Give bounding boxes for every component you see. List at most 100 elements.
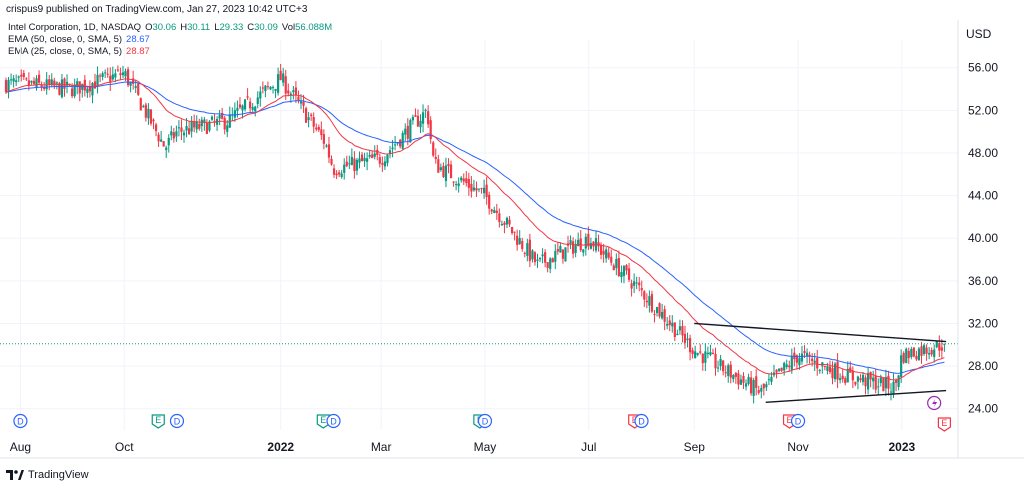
y-tick-label: 32.00 <box>968 316 998 330</box>
candle-body <box>808 354 811 357</box>
candle-body <box>760 387 763 392</box>
candle-body <box>508 219 511 225</box>
candle-body <box>419 120 422 128</box>
candle-body <box>569 240 572 244</box>
earnings-marker-icon[interactable] <box>151 414 165 429</box>
candle-body <box>299 101 303 104</box>
earnings-marker-icon[interactable] <box>316 414 330 429</box>
candle-body <box>233 110 236 118</box>
symbol-label[interactable]: Intel Corporation, 1D, NASDAQ <box>8 22 142 33</box>
candle-body <box>861 374 865 382</box>
candle-body <box>826 366 829 371</box>
candle-body <box>371 154 374 159</box>
candle-body <box>602 250 605 255</box>
candle-body <box>587 233 590 247</box>
candle-body <box>315 127 318 130</box>
candle-body <box>302 101 305 106</box>
candle-body <box>50 79 53 86</box>
candle-body <box>251 107 254 110</box>
candle-body <box>485 184 488 197</box>
dividend-marker-icon[interactable] <box>169 413 185 429</box>
candle-body <box>388 150 392 154</box>
candle-body <box>160 139 163 142</box>
trendlines <box>694 322 947 403</box>
grid-lines <box>0 40 958 430</box>
candle-body <box>353 158 356 172</box>
candle-body <box>249 101 252 109</box>
time-axis: Aug Oct 2022 Mar May Jul Sep Nov 2023 <box>10 440 916 454</box>
candle-body <box>437 159 440 173</box>
dividend-marker-icon[interactable] <box>634 413 649 429</box>
candle-body <box>513 231 516 233</box>
candle-body <box>330 158 333 165</box>
candle-body <box>241 105 244 111</box>
dividend-marker-glyph: D <box>174 417 181 427</box>
candle-body <box>292 90 295 93</box>
candle-body <box>765 384 768 388</box>
candle-body <box>142 106 145 108</box>
earnings-marker-glyph: E <box>941 418 947 428</box>
candle-body <box>482 187 486 194</box>
candle-body <box>589 243 593 249</box>
candle-body <box>722 360 725 372</box>
candle-body <box>650 294 654 312</box>
candle-body <box>104 72 107 74</box>
candle-body <box>228 114 231 128</box>
candle-body <box>200 119 203 127</box>
low-number: 29.33 <box>219 22 244 33</box>
candle-body <box>109 75 112 83</box>
candle-body <box>30 80 33 83</box>
ema50-legend[interactable]: EMA (50, close, 0, SMA, 5) 28.67 <box>8 34 332 46</box>
candle-body <box>78 81 81 94</box>
candle-body <box>536 259 539 261</box>
candle-body <box>691 350 694 355</box>
candle-body <box>836 361 839 380</box>
candle-body <box>503 222 506 225</box>
candle-body <box>429 120 432 140</box>
candle-body <box>338 172 341 175</box>
candle-body <box>455 184 458 186</box>
candle-body <box>444 165 448 182</box>
ema25-legend[interactable]: EMA (25, close, 0, SMA, 5) 28.87 <box>8 46 332 58</box>
tradingview-footer[interactable]: TradingView <box>6 469 89 481</box>
candle-body <box>391 147 394 150</box>
candle-body <box>340 173 343 178</box>
candle-body <box>879 377 882 384</box>
candle-body <box>261 87 264 89</box>
x-tick-label: 2022 <box>267 440 294 454</box>
candle-body <box>752 380 755 396</box>
candle-body <box>40 84 43 88</box>
candle-body <box>421 112 425 124</box>
candle-body <box>554 251 557 262</box>
x-tick-label: Sep <box>684 440 706 454</box>
earnings-marker-icon[interactable] <box>937 417 951 432</box>
candle-body <box>236 107 239 111</box>
y-tick-label: 28.00 <box>968 359 998 373</box>
candle-body <box>734 372 737 377</box>
candle-body <box>427 111 430 125</box>
dividend-marker-icon[interactable] <box>13 413 28 429</box>
candle-body <box>404 128 407 135</box>
candle-body <box>612 265 615 271</box>
ema50-label: EMA (50, close, 0, SMA, 5) <box>8 34 123 45</box>
candle-body <box>622 266 626 276</box>
currency-label[interactable]: USD <box>966 27 992 41</box>
candle-body <box>655 307 659 313</box>
dividend-marker-icon[interactable] <box>477 413 493 429</box>
candle-body <box>556 248 559 252</box>
candle-body <box>472 187 476 191</box>
ema50-line <box>5 81 945 374</box>
candle-body <box>287 90 290 94</box>
candle-body <box>648 296 651 306</box>
candle-body <box>205 122 209 134</box>
candle-body <box>625 265 628 271</box>
candle-body <box>533 252 537 263</box>
candle-body <box>264 85 267 92</box>
candle-body <box>922 345 926 355</box>
trendline-upper <box>694 322 947 343</box>
candle-body <box>259 91 262 99</box>
dividend-marker-icon[interactable] <box>790 413 806 429</box>
x-tick-label: Mar <box>371 440 392 454</box>
dividend-marker-icon[interactable] <box>326 413 341 429</box>
